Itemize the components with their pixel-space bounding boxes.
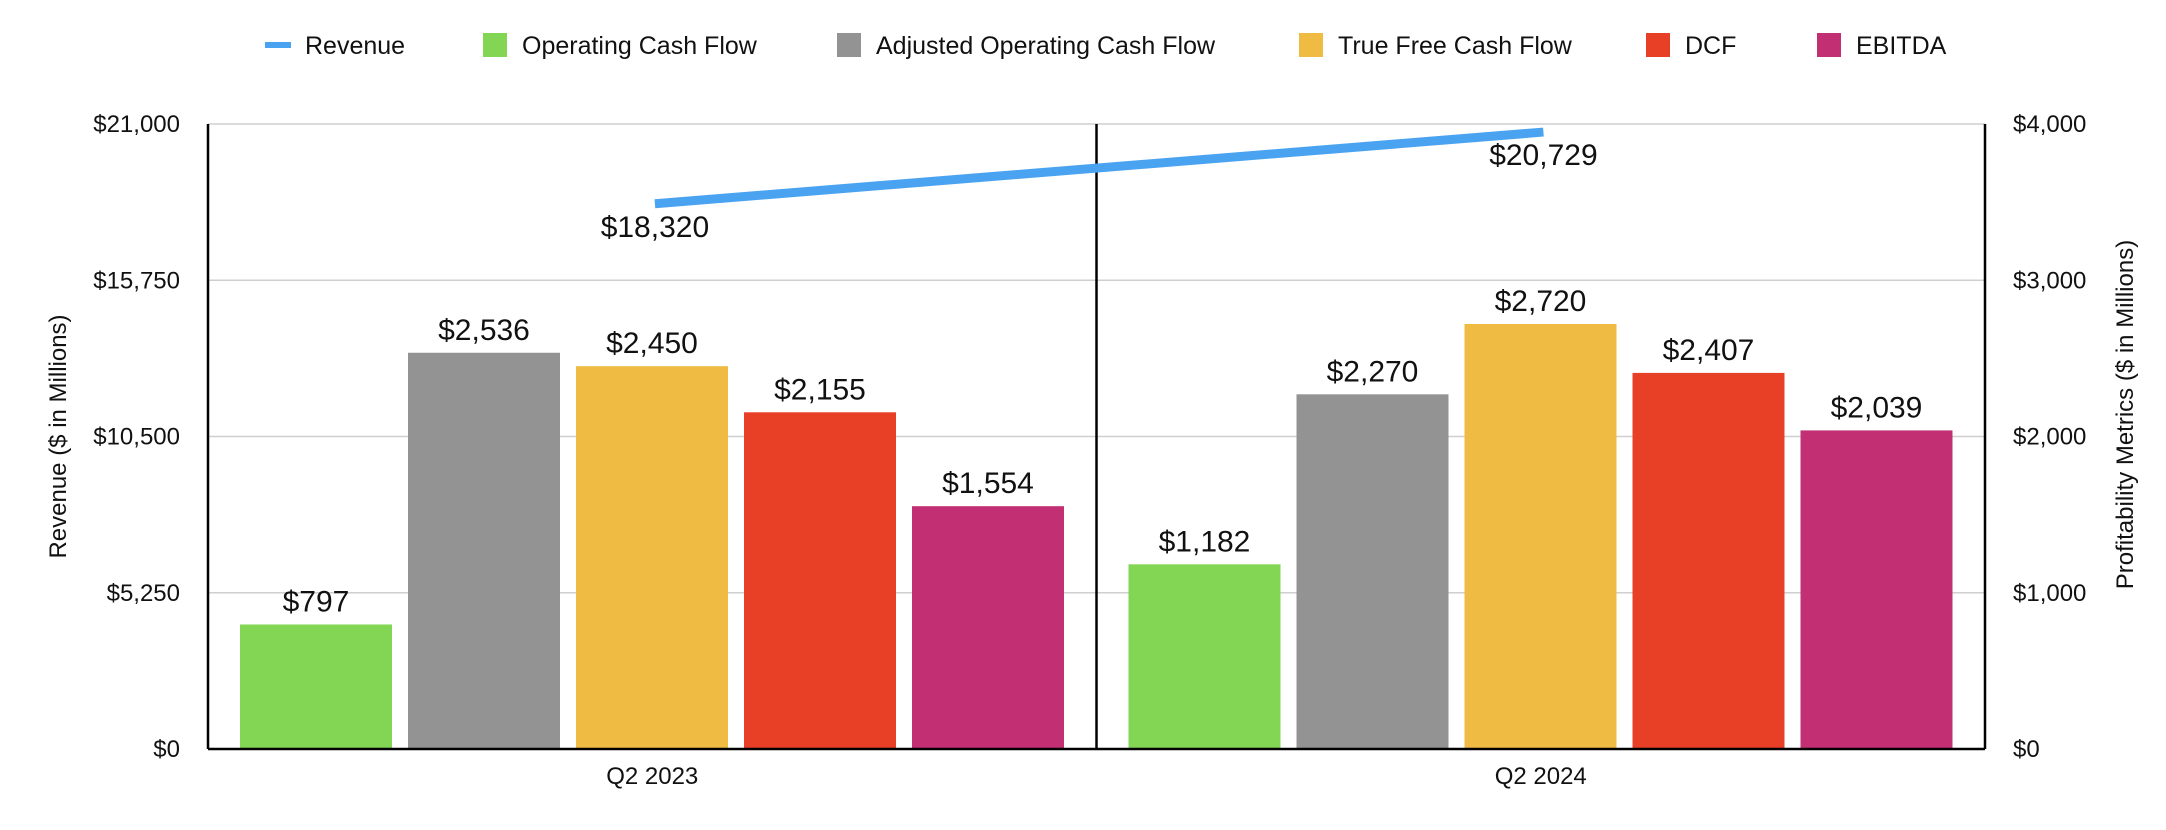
legend-label: Adjusted Operating Cash Flow	[876, 32, 1216, 60]
legend-label: EBITDA	[1856, 32, 1947, 60]
y-right-tick-label: $4,000	[2013, 111, 2086, 138]
bar	[1296, 394, 1449, 749]
bar	[744, 412, 896, 749]
revenue-line	[654, 127, 1544, 209]
bar	[240, 624, 392, 749]
y-axis-left-title: Revenue ($ in Millions)	[45, 314, 72, 558]
y-left-tick-label: $0	[153, 736, 180, 763]
revenue-line-path	[654, 127, 1544, 209]
legend-swatch	[1299, 33, 1323, 57]
legend-swatch	[1817, 33, 1841, 57]
legend-label: DCF	[1685, 32, 1736, 60]
y-left-tick-label: $15,750	[93, 267, 180, 294]
y-axis-right-title: Profitability Metrics ($ in Millions)	[2112, 240, 2139, 589]
y-right-tick-label: $1,000	[2013, 580, 2086, 607]
bar-data-label: $2,450	[606, 327, 698, 360]
x-tick-label: Q2 2023	[606, 763, 698, 790]
data-labels: $797 $2,536 $2,450 $2,155 $1,554 $1,182 $2,270…	[283, 139, 1923, 618]
legend-item: DCF	[1646, 32, 1736, 60]
y-right-tick-label: $2,000	[2013, 424, 2086, 451]
bar-data-label: $1,182	[1159, 525, 1251, 558]
legend-label: True Free Cash Flow	[1338, 32, 1573, 60]
y-right-tick-label: $3,000	[2013, 267, 2086, 294]
legend-swatch	[1646, 33, 1670, 57]
legend-item: EBITDA	[1817, 32, 1947, 60]
y-left-tick-label: $10,500	[93, 424, 180, 451]
legend-swatch	[837, 33, 861, 57]
legend-label: Revenue	[305, 32, 405, 60]
axes: Q2 2023 Q2 2024 $0 $5,250 $10,500 $15,750 $21,…	[45, 111, 2139, 790]
line-data-label: $20,729	[1489, 139, 1597, 172]
bar	[1464, 324, 1617, 749]
bar-data-label: $2,720	[1495, 285, 1587, 318]
legend-item: True Free Cash Flow	[1299, 32, 1573, 60]
line-data-label: $18,320	[601, 211, 709, 244]
bar-data-label: $2,270	[1327, 355, 1419, 388]
bar-data-label: $2,155	[774, 373, 866, 406]
bar	[1632, 372, 1785, 749]
bar-data-label: $2,039	[1831, 391, 1923, 424]
bar	[1800, 430, 1953, 749]
plot-frame	[206, 124, 1987, 751]
bar-data-label: $2,407	[1663, 334, 1755, 367]
y-left-tick-label: $5,250	[107, 580, 180, 607]
bars	[240, 324, 1953, 749]
bar	[912, 506, 1064, 749]
bar	[1128, 564, 1281, 749]
bar-data-label: $797	[283, 585, 350, 618]
x-tick-label: Q2 2024	[1495, 763, 1587, 790]
legend-label: Operating Cash Flow	[522, 32, 758, 60]
bar	[408, 352, 560, 749]
legend-item: Operating Cash Flow	[483, 32, 758, 60]
legend-line-swatch	[265, 42, 291, 48]
y-left-tick-label: $21,000	[93, 111, 180, 138]
legend-item: Adjusted Operating Cash Flow	[837, 32, 1216, 60]
bar-data-label: $2,536	[438, 314, 530, 347]
legend-swatch	[483, 33, 507, 57]
legend-item: Revenue	[265, 32, 405, 60]
y-right-tick-label: $0	[2013, 736, 2040, 763]
bar	[576, 366, 728, 749]
legend: Revenue Operating Cash Flow Adjusted Opera…	[265, 32, 1947, 60]
bar-data-label: $1,554	[942, 467, 1034, 500]
